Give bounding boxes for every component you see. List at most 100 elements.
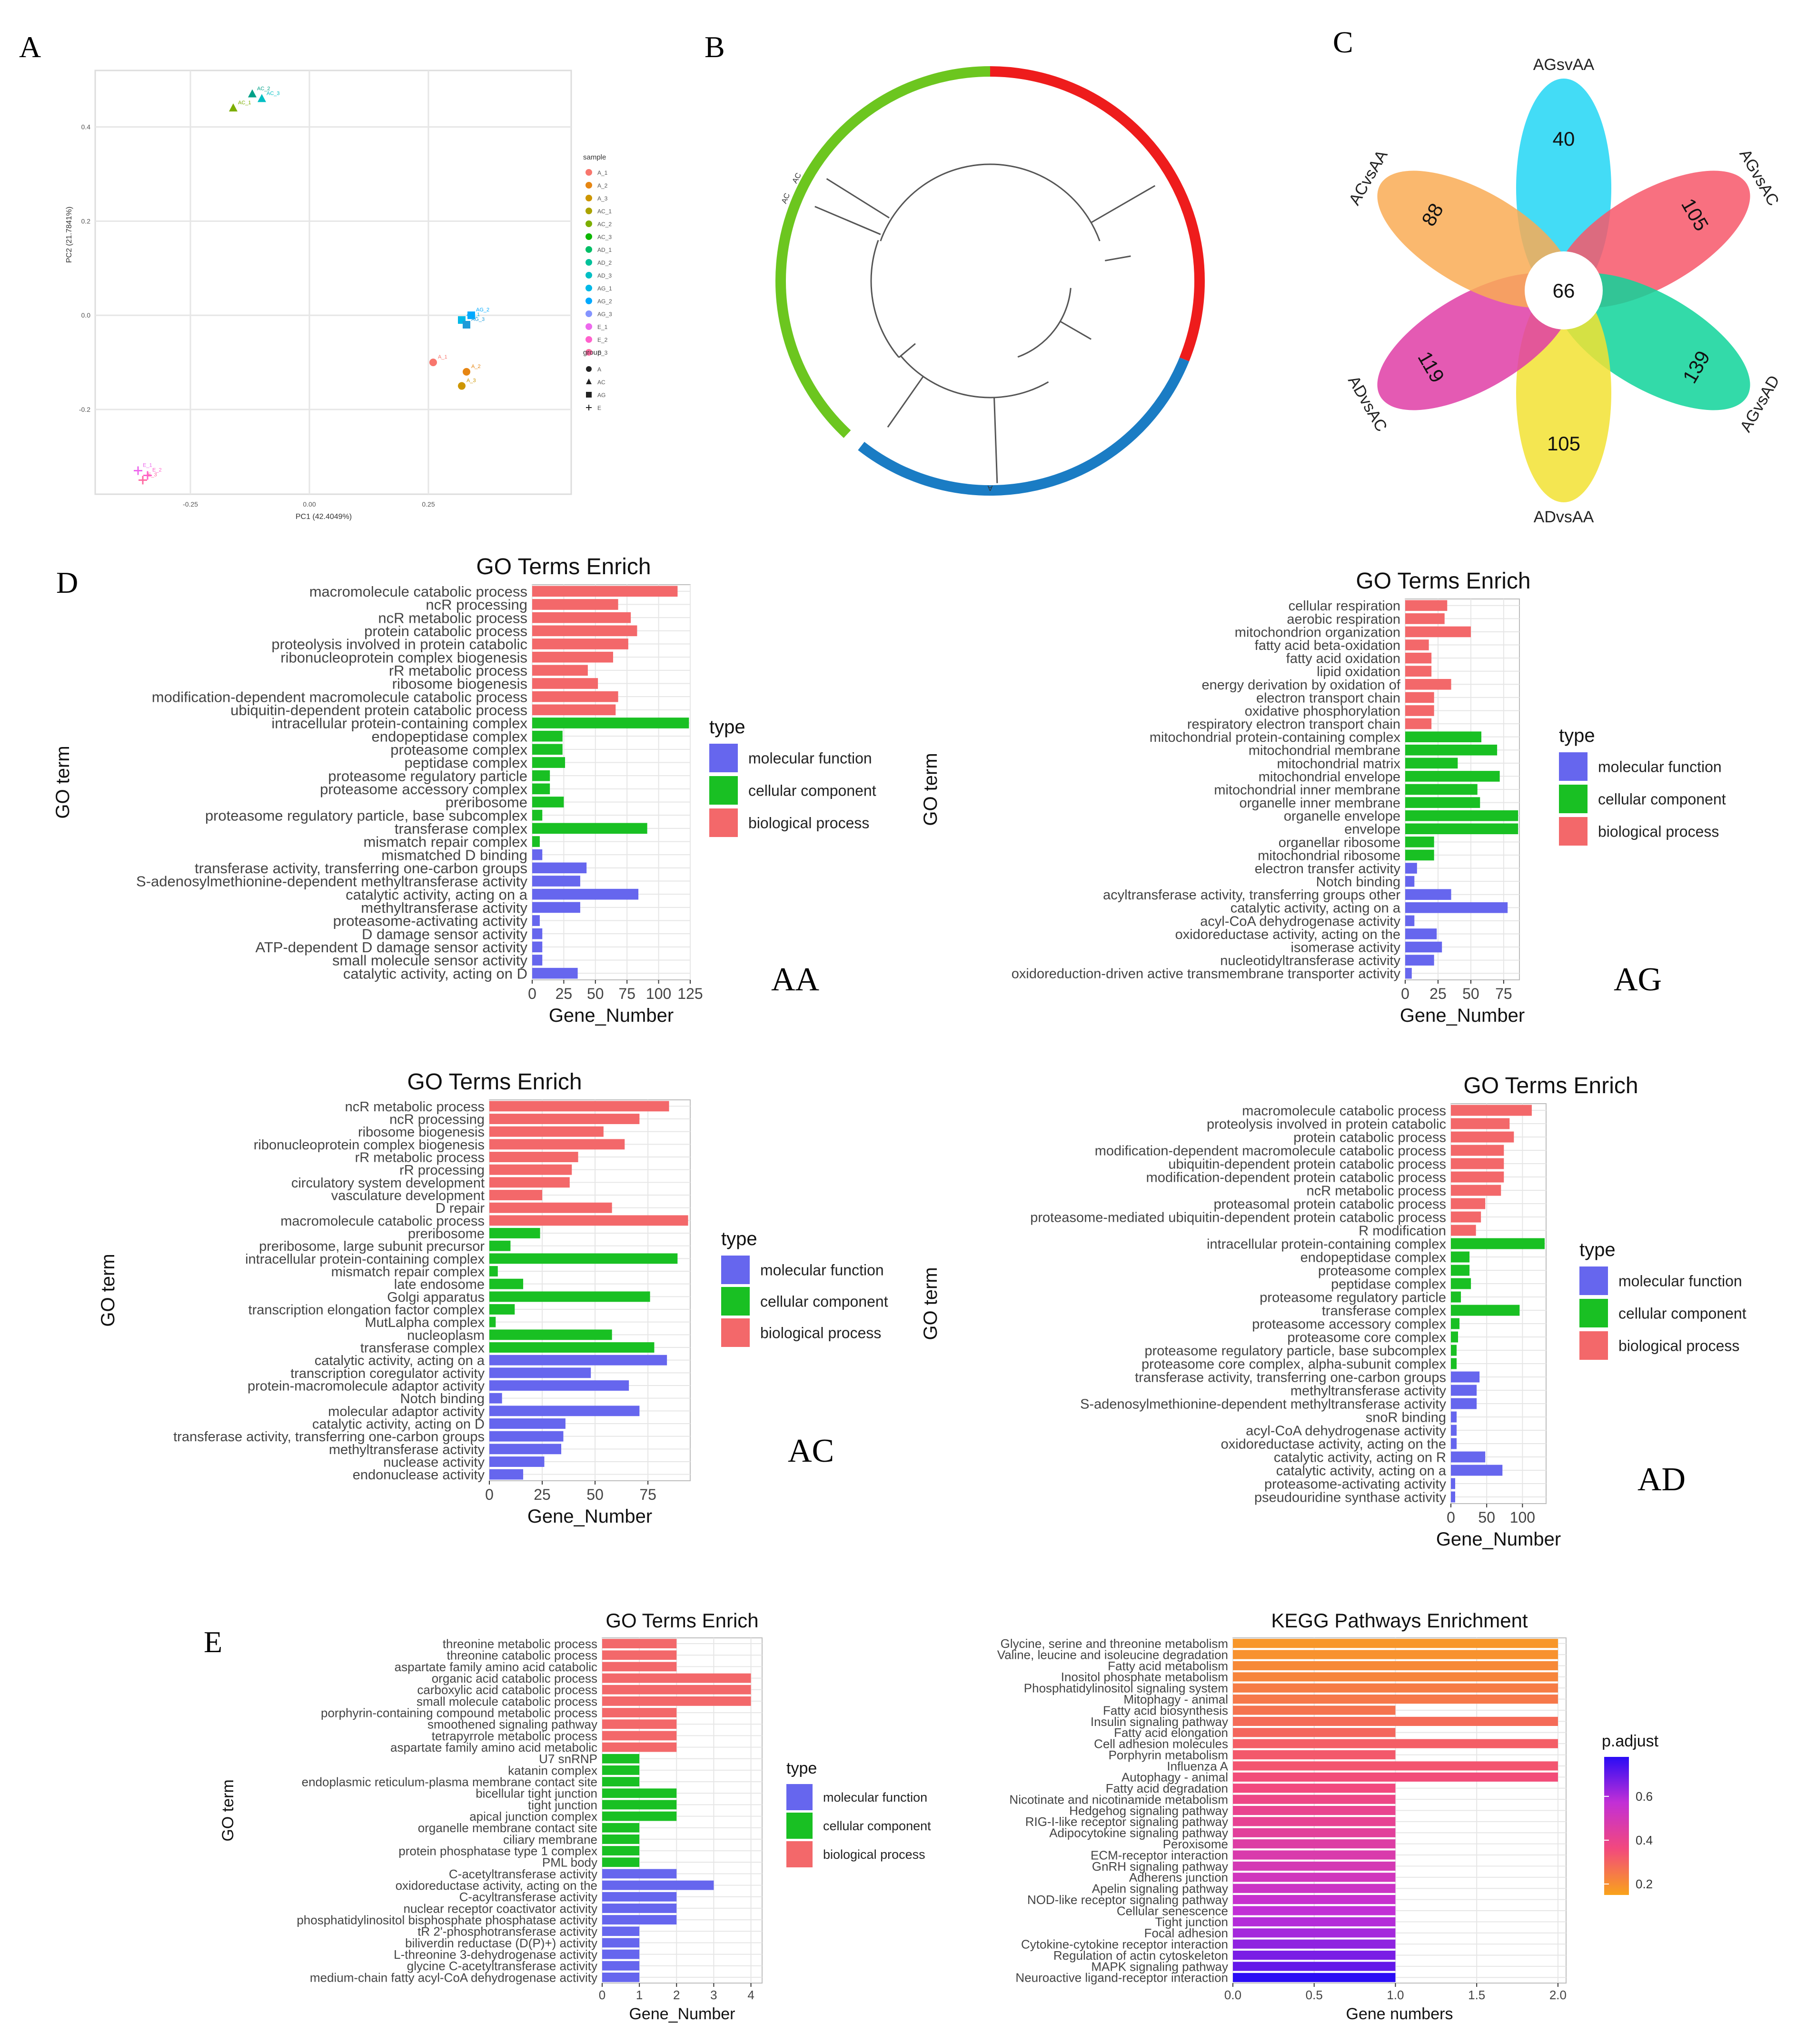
bar-label: L-threonine 3-dehydrogenase activity	[394, 1947, 597, 1962]
bar	[1405, 863, 1417, 874]
bar-label: intracellular protein-containing complex	[271, 715, 527, 732]
pca-legend-sample-key	[585, 233, 592, 240]
chart-title: KEGG Pathways Enrichment	[1271, 1609, 1528, 1632]
bar	[532, 665, 588, 676]
bar	[489, 1177, 570, 1188]
bar-label: molecular adaptor activity	[328, 1404, 485, 1419]
legend-key	[786, 1841, 813, 1867]
pca-legend-sample-label: AD_3	[597, 272, 612, 279]
bar	[1233, 1795, 1396, 1804]
x-tick-label: 25	[556, 985, 573, 1002]
pca-point	[467, 311, 475, 319]
bar	[1233, 1950, 1396, 1960]
bar-label: tight junction	[528, 1798, 597, 1812]
plot-panel	[532, 584, 691, 980]
bar	[1405, 652, 1432, 664]
pca-point-label: AC_2	[257, 86, 270, 91]
panel-label-b: B	[705, 30, 725, 64]
dendrogram-branch	[993, 397, 998, 483]
bar-label: proteasomal protein catabolic process	[1214, 1196, 1446, 1212]
bar-label: pseudouridine synthase activity	[1254, 1490, 1447, 1505]
legend-label: cellular component	[748, 782, 876, 799]
bar-label: small molecule sensor activity	[332, 952, 528, 969]
bar-label: aspartate family amino acid catabolic	[395, 1660, 597, 1674]
legend-title: type	[721, 1228, 757, 1249]
bar-label: transferase activity, transferring one-c…	[173, 1429, 485, 1445]
bar-label: mismatched D binding	[381, 847, 527, 863]
x-tick-label: 2.0	[1549, 1988, 1567, 2002]
x-tick-label: 25	[534, 1486, 551, 1503]
legend-label: molecular function	[823, 1790, 927, 1805]
bar-label: small molecule catabolic process	[417, 1694, 597, 1708]
bar-label: Golgi apparatus	[387, 1290, 485, 1305]
bar-label: fatty acid beta-oxidation	[1255, 638, 1400, 653]
bar	[602, 1719, 677, 1729]
pca-legend-sample-key	[585, 310, 592, 317]
bar	[1451, 1465, 1503, 1476]
bar-label: ncR processing	[426, 597, 527, 613]
pca-legend-sample-label: AC_2	[597, 221, 612, 228]
bar-label: acyl-CoA dehydrogenase activity	[1246, 1423, 1446, 1438]
bar-label: nuclease activity	[383, 1455, 485, 1470]
bar	[602, 1662, 677, 1672]
bar-label: U7 snRNP	[539, 1752, 597, 1766]
bar-label: aspartate family amino acid metabolic	[390, 1740, 597, 1755]
bar	[489, 1215, 688, 1226]
pca-legend-sample-key	[585, 259, 592, 266]
flower-petal	[1554, 170, 1750, 308]
bar-label: preribosome	[408, 1226, 485, 1241]
color-scale-title: p.adjust	[1602, 1732, 1659, 1750]
bar-label: ncR metabolic process	[378, 609, 527, 626]
bar-label: organellar ribosome	[1279, 835, 1400, 850]
bar-label: Apelin signaling pathway	[1092, 1882, 1228, 1896]
flower-petal-value: 105	[1547, 432, 1580, 455]
bar	[602, 1765, 640, 1775]
bar-label: organelle envelope	[1284, 809, 1400, 824]
bar	[602, 1800, 677, 1810]
bar	[1405, 771, 1500, 782]
x-tick-label: 0	[485, 1486, 494, 1503]
bar-label: Autophagy - animal	[1121, 1770, 1228, 1785]
bar	[1233, 1739, 1558, 1748]
bar-label: endopeptidase complex	[372, 728, 528, 745]
legend-label: cellular component	[760, 1293, 888, 1310]
bar-label: envelope	[1344, 822, 1400, 837]
bar-label: acyl-CoA dehydrogenase activity	[1200, 914, 1400, 929]
bar	[489, 1304, 515, 1315]
bar	[602, 1938, 640, 1948]
bar-label: rR metabolic process	[355, 1150, 485, 1165]
bar-label: methyltransferase activity	[1290, 1383, 1447, 1398]
bar-label: protein phosphatase type 1 complex	[398, 1844, 597, 1858]
pca-legend-group-title: group	[583, 349, 601, 357]
bar-label: protein catabolic process	[1293, 1130, 1446, 1145]
bar	[602, 1639, 677, 1648]
pca-legend-sample-key	[585, 246, 592, 253]
bar-label: C-acyltransferase activity	[459, 1890, 597, 1904]
bar-label: transcription elongation factor complex	[248, 1302, 485, 1317]
bar-label: oxidative phosphorylation	[1245, 704, 1400, 719]
dendrogram-leaf-label: A	[987, 484, 992, 492]
bar-label: modification-dependent macromolecule cat…	[152, 688, 527, 705]
bar-label: Neuroactive ligand-receptor interaction	[1015, 1971, 1228, 1985]
pca-legend-group-key	[586, 405, 592, 410]
y-axis-title: GO term	[219, 1779, 237, 1841]
bar-label: proteolysis involved in protein cataboli…	[1207, 1117, 1446, 1132]
bar-label: threonine metabolic process	[443, 1636, 597, 1651]
bar	[1405, 718, 1432, 729]
legend-label: biological process	[748, 815, 869, 832]
bar-label: Insulin signaling pathway	[1091, 1715, 1228, 1729]
bar	[532, 651, 613, 663]
pca-legend-sample-label: AG_1	[597, 285, 612, 292]
bar	[1405, 915, 1415, 927]
bar-label: Phosphatidylinositol signaling system	[1024, 1681, 1228, 1695]
bar-label: ribonucleoprotein complex biogenesis	[254, 1137, 485, 1153]
bar	[602, 1731, 677, 1741]
bar-label: GnRH signaling pathway	[1092, 1859, 1228, 1874]
bar	[1405, 941, 1442, 953]
bar-label: Fatty acid metabolism	[1108, 1659, 1228, 1673]
legend-label: molecular function	[748, 750, 872, 767]
x-axis-title: Gene numbers	[1346, 2005, 1453, 2023]
dendrogram-branch	[1105, 255, 1131, 261]
bar-label: NOD-like receptor signaling pathway	[1027, 1893, 1228, 1907]
x-tick-label: 1.5	[1468, 1988, 1485, 2002]
